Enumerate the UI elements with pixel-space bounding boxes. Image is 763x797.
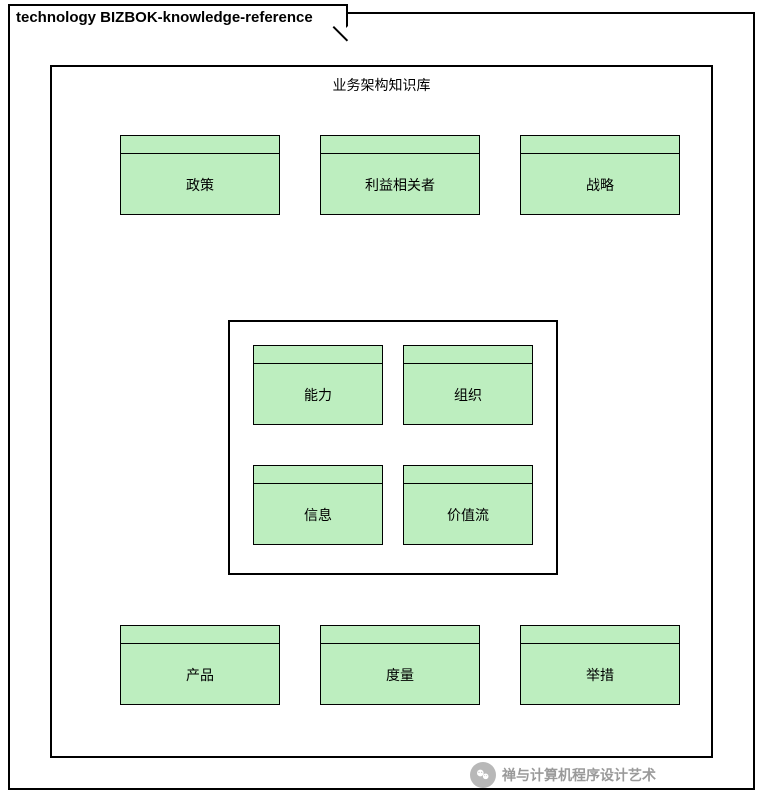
node-header (521, 626, 679, 644)
node-header (321, 136, 479, 154)
node-header (254, 466, 382, 484)
node-header (121, 136, 279, 154)
node-header (321, 626, 479, 644)
wechat-icon (470, 762, 496, 788)
main-container-title: 业务架构知识库 (50, 75, 713, 95)
node-label: 能力 (254, 364, 382, 426)
diagram-node: 举措 (520, 625, 680, 705)
diagram-node: 产品 (120, 625, 280, 705)
diagram-node: 信息 (253, 465, 383, 545)
diagram-node: 利益相关者 (320, 135, 480, 215)
node-label: 价值流 (404, 484, 532, 546)
diagram-node: 度量 (320, 625, 480, 705)
diagram-node: 价值流 (403, 465, 533, 545)
watermark-text: 禅与计算机程序设计艺术 (502, 765, 656, 785)
node-header (121, 626, 279, 644)
node-label: 产品 (121, 644, 279, 706)
node-label: 利益相关者 (321, 154, 479, 216)
node-label: 战略 (521, 154, 679, 216)
node-label: 政策 (121, 154, 279, 216)
node-label: 组织 (404, 364, 532, 426)
node-header (404, 466, 532, 484)
diagram-node: 战略 (520, 135, 680, 215)
diagram-node: 组织 (403, 345, 533, 425)
diagram-node: 政策 (120, 135, 280, 215)
node-header (404, 346, 532, 364)
node-label: 信息 (254, 484, 382, 546)
diagram-node: 能力 (253, 345, 383, 425)
node-label: 度量 (321, 644, 479, 706)
node-header (521, 136, 679, 154)
diagram-tab-label: technology BIZBOK-knowledge-reference (16, 9, 313, 26)
diagram-canvas: technology BIZBOK-knowledge-reference 业务… (0, 0, 763, 797)
diagram-tab: technology BIZBOK-knowledge-reference (8, 4, 348, 28)
node-label: 举措 (521, 644, 679, 706)
watermark: 禅与计算机程序设计艺术 (470, 762, 656, 788)
node-header (254, 346, 382, 364)
